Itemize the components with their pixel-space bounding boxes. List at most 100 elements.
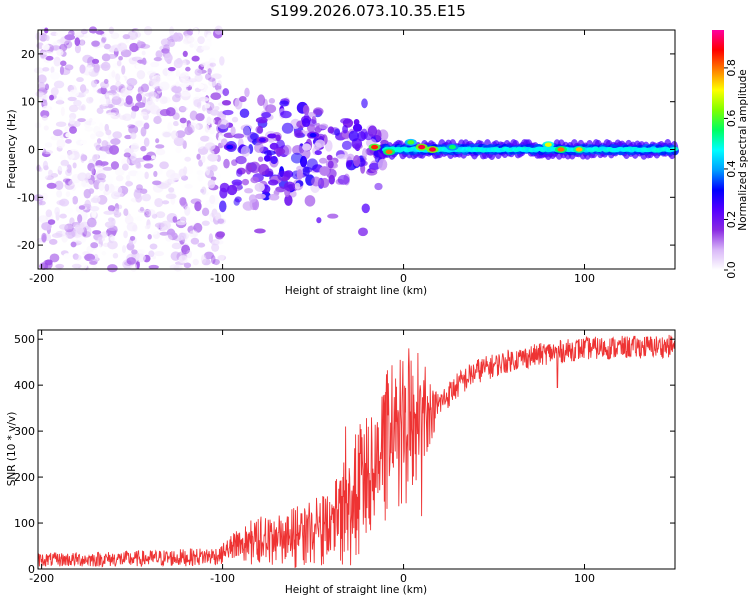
spectrogram-blob (362, 148, 368, 159)
spectrogram-blob (301, 118, 311, 128)
spectrogram-blob (222, 109, 234, 116)
spectrogram-blob (368, 162, 380, 171)
spectrogram-blob (268, 193, 280, 201)
spectrogram-blob (281, 122, 294, 134)
spectrogram-blob (53, 56, 61, 67)
spectrogram-blob (135, 171, 145, 181)
spectrogram-blob (269, 142, 279, 150)
spectrogram-blobs (32, 25, 679, 273)
spectrogram-blob (95, 30, 105, 35)
spectrogram-blob (242, 201, 254, 211)
spectrogram-blob (194, 93, 204, 98)
spectrogram-blob (341, 140, 352, 151)
spectrogram-blob (110, 85, 118, 92)
spectrogram-blob (154, 222, 165, 228)
spectrogram-blob (314, 150, 322, 156)
spectrogram-blob (50, 45, 62, 51)
spectrogram-blob (60, 106, 65, 117)
spectrogram-y-ticks: -20 -10 0 10 20 (17, 48, 675, 252)
spectrogram-blob (41, 105, 53, 111)
spectrogram-blob (248, 161, 261, 174)
spectrogram-blob (88, 188, 95, 194)
spectrogram-blob (43, 165, 49, 171)
spectrogram-blob (248, 194, 257, 203)
spectrogram-blob (73, 120, 81, 127)
spectrogram-blob (352, 123, 363, 132)
spectrogram-blob (73, 29, 83, 36)
spectrogram-blob (133, 28, 143, 38)
spectrogram-blob (161, 96, 171, 104)
spectrogram-blob (201, 186, 207, 195)
spectrogram-blob (126, 78, 138, 87)
spectrogram-blob (54, 180, 64, 191)
spectrogram-blob (144, 92, 154, 97)
spectrogram-blob (48, 238, 58, 245)
spectrogram-blob (141, 57, 147, 66)
spectrogram-blob (100, 61, 111, 72)
spectrogram-blob (197, 141, 205, 150)
spectrogram-blob (169, 264, 180, 270)
spectrogram-blob (160, 220, 171, 230)
x-tick-label: -200 (29, 572, 54, 585)
spectrogram-blob (96, 138, 102, 144)
spectrogram-blob (177, 167, 185, 173)
spectrogram-blob (66, 164, 72, 174)
spectrogram-blob (342, 124, 348, 134)
spectrogram-blob (67, 96, 77, 102)
spectrogram-y-axis-label: Frequency (Hz) (6, 109, 18, 188)
spectrogram-blob (143, 25, 153, 36)
spectrogram-blob (181, 59, 187, 68)
spectrogram-blob (44, 142, 53, 148)
spectrogram-blob (44, 83, 50, 91)
spectrogram-blob (100, 99, 112, 107)
spectrogram-blob (211, 73, 222, 80)
spectrogram-blob (52, 129, 63, 137)
spectrogram-blob (281, 176, 289, 182)
spectrogram-blob (304, 195, 316, 207)
colorbar-label: Normalized spectral amplitude (737, 69, 749, 230)
x-tick-label: 100 (574, 572, 595, 585)
spectrogram-blob (48, 169, 53, 177)
spectrogram-blob (56, 99, 64, 105)
spectrogram-blob (230, 126, 236, 136)
spectrogram-blob (53, 80, 65, 89)
spectrogram-blob (143, 137, 150, 147)
spectrogram-blob (198, 209, 206, 217)
spectrogram-blob (184, 183, 193, 189)
spectrogram-blob (61, 233, 68, 243)
spectrogram-blob (155, 211, 166, 219)
spectrogram-blob (367, 125, 378, 137)
spectrogram-blob (72, 253, 79, 260)
spectrogram-blob (130, 132, 137, 140)
spectrogram-blob (86, 96, 94, 104)
colorbar-ticks: 0.0 0.2 0.4 0.6 0.8 (724, 59, 738, 279)
spectrogram-blob (58, 224, 69, 230)
spectrogram-blob (74, 31, 85, 38)
spectrogram-blob (33, 67, 45, 74)
snr-series-line (37, 334, 676, 569)
spectrogram-blob (141, 50, 146, 56)
spectrogram-blob (99, 170, 109, 176)
spectrogram-blob (250, 176, 260, 184)
spectrogram-blob (45, 209, 53, 218)
spectrogram-blob (59, 154, 66, 160)
y-tick-label: 300 (14, 425, 35, 438)
spectrogram-blob (429, 147, 437, 152)
spectrogram-blob (135, 163, 142, 169)
y-tick-label: 400 (14, 379, 35, 392)
spectrogram-blob (283, 181, 296, 192)
spectrogram-blob (85, 172, 91, 180)
spectrogram-blob (134, 216, 145, 221)
spectrogram-blob (49, 71, 61, 80)
spectrogram-blob (173, 120, 179, 127)
spectrogram-blob (257, 156, 264, 162)
spectrogram-blob (78, 222, 85, 233)
spectrogram-blob (95, 144, 102, 151)
spectrogram-blob (93, 125, 101, 135)
spectrogram-blob (84, 126, 94, 132)
spectrogram-blob (165, 193, 177, 200)
spectrogram-blob (256, 126, 264, 134)
spectrogram-blob (544, 142, 552, 147)
spectrogram-blob (68, 179, 76, 186)
snr-x-ticks: -200 -100 0 100 (29, 330, 595, 585)
